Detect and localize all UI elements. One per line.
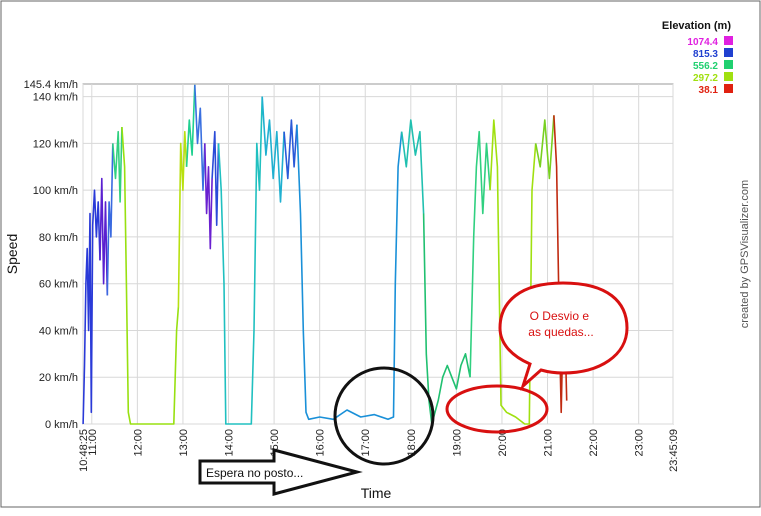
x-tick-label: 14:00 — [224, 429, 236, 457]
y-tick-label: 20 km/h — [39, 372, 78, 384]
legend-entry-label: 556.2 — [693, 61, 718, 72]
speed-series-segment — [177, 130, 188, 308]
x-tick-label: 23:45:09 — [668, 429, 680, 472]
legend-entry-label: 297.2 — [693, 73, 718, 84]
y-tick-label: 80 km/h — [39, 232, 78, 244]
speed-series-segment — [106, 143, 114, 296]
speed-series-segment — [82, 189, 101, 425]
legend-title: Elevation (m) — [662, 20, 731, 32]
speed-series-segment — [283, 119, 298, 180]
speed-series-segment — [112, 126, 123, 203]
legend-entry-label: 38.1 — [699, 85, 719, 96]
speed-series-segment — [194, 84, 206, 191]
x-tick-label: 23:00 — [634, 429, 646, 457]
wait-note: Espera no posto... — [206, 466, 303, 480]
x-tick-label: 12:00 — [132, 429, 144, 457]
wait-annotation: Espera no posto... — [198, 366, 435, 496]
legend-swatch — [724, 60, 733, 69]
speed-series-segment — [534, 115, 555, 180]
speed-series-segment — [469, 130, 491, 378]
y-tick-label: 100 km/h — [33, 185, 78, 197]
detour-annotation: O Desvio e as quedas... — [445, 281, 629, 434]
y-axis-ticks: 0 km/h 20 km/h 40 km/h 60 km/h 80 km/h 100 km… — [33, 92, 78, 431]
y-tick-label: 60 km/h — [39, 279, 78, 291]
y-tick-label: 0 km/h — [45, 419, 78, 431]
legend-swatch — [724, 72, 733, 81]
legend-entry-label: 1074.4 — [687, 37, 718, 48]
speed-series-segment — [400, 119, 425, 214]
detour-circle — [445, 384, 549, 434]
x-tick-label: 18:00 — [406, 429, 418, 457]
speed-series-segment — [217, 96, 263, 425]
speed-series-segment — [121, 126, 180, 425]
x-tick-label: 13:00 — [178, 429, 190, 457]
detour-note: O Desvio e as quedas... — [528, 309, 593, 339]
x-tick-label: 17:00 — [360, 429, 372, 457]
legend-swatch — [724, 36, 733, 45]
speed-series-segment — [296, 124, 403, 421]
speed-series-segment — [261, 96, 285, 203]
x-tick-label: 16:00 — [315, 429, 327, 457]
plot-area — [82, 83, 674, 425]
legend-swatch — [724, 84, 733, 93]
y-max-label: 145.4 km/h — [24, 79, 78, 91]
x-tick-label: 10:48:25 — [78, 429, 90, 472]
y-tick-label: 40 km/h — [39, 325, 78, 337]
wait-arrow — [198, 448, 363, 496]
y-axis-label: Speed — [4, 234, 20, 274]
x-tick-label: 19:00 — [451, 429, 463, 457]
legend-entry-label: 815.3 — [693, 49, 718, 60]
y-tick-label: 120 km/h — [33, 138, 78, 150]
speed-series-segment — [204, 143, 213, 250]
y-tick-label: 140 km/h — [33, 92, 78, 104]
x-tick-label: 11:00 — [87, 429, 99, 456]
x-tick-label: 22:00 — [588, 429, 600, 457]
x-tick-label: 21:00 — [543, 429, 555, 457]
x-axis-label: Time — [361, 485, 392, 501]
legend-swatch — [724, 48, 733, 57]
detour-bubble — [498, 281, 629, 391]
speed-series-segment — [99, 177, 109, 296]
wait-circle — [333, 366, 435, 466]
speed-series-segment — [211, 130, 220, 226]
credit-text: created by GPSVisualizer.com — [739, 180, 751, 328]
x-tick-label: 20:00 — [497, 429, 509, 457]
speed-series-segment — [185, 84, 196, 167]
